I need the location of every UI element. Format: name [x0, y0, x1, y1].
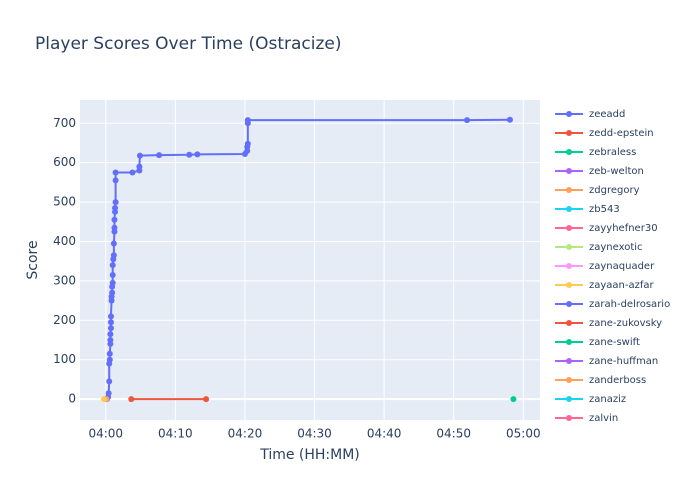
legend-marker	[566, 206, 572, 212]
data-point	[110, 240, 117, 247]
y-axis-label: Score	[25, 240, 41, 279]
data-point	[106, 356, 113, 363]
legend-label: zdgregory	[589, 185, 640, 196]
data-point	[244, 117, 251, 124]
data-point	[136, 152, 143, 159]
data-point	[112, 199, 119, 206]
data-point	[106, 350, 113, 357]
data-point	[112, 169, 119, 176]
data-point	[186, 151, 193, 158]
legend-label: zanaziz	[589, 394, 626, 405]
data-point	[111, 224, 118, 231]
plot-area	[80, 100, 540, 420]
y-tick-label: 500	[53, 195, 76, 209]
y-tick-label: 200	[53, 313, 76, 327]
legend-marker	[566, 130, 572, 136]
x-tick-label: 04:40	[367, 427, 402, 441]
x-tick-label: 04:10	[158, 427, 193, 441]
data-point	[194, 151, 201, 158]
legend-label: zane-zukovsky	[589, 318, 662, 329]
y-tick-label: 0	[68, 392, 76, 406]
data-point	[106, 378, 113, 385]
data-point	[110, 252, 117, 259]
y-tick-label: 400	[53, 234, 76, 248]
x-tick-label: 04:20	[228, 427, 263, 441]
legend-label: zane-huffman	[589, 356, 658, 367]
x-tick-label: 05:00	[506, 427, 541, 441]
x-tick-label: 04:30	[297, 427, 332, 441]
legend-label: zaynexotic	[589, 242, 643, 253]
legend-marker	[566, 244, 572, 250]
legend-label: zane-swift	[589, 337, 640, 348]
data-point	[109, 279, 116, 286]
data-point	[203, 396, 210, 403]
legend-label: zalvin	[589, 413, 618, 424]
data-point	[107, 331, 114, 338]
data-point	[107, 325, 114, 332]
legend-label: zaynaquader	[589, 261, 655, 272]
data-point	[112, 204, 119, 211]
data-point	[156, 152, 163, 159]
legend-label: zanderboss	[589, 375, 646, 386]
legend-marker	[566, 358, 572, 364]
legend-marker	[566, 168, 572, 174]
legend: zeeadd zedd-epstein zebraless zeb-welton zdg…	[555, 109, 670, 424]
y-tick-label: 100	[53, 352, 76, 366]
data-point	[111, 216, 118, 223]
data-point	[109, 271, 116, 278]
legend-marker	[566, 282, 572, 288]
x-axis-label: Time (HH:MM)	[259, 447, 360, 463]
legend-label: zarah-delrosario	[589, 299, 670, 310]
legend-label: zeeadd	[589, 109, 625, 120]
data-point	[105, 390, 112, 397]
data-point	[136, 163, 143, 170]
data-point	[109, 289, 116, 296]
data-point	[107, 337, 114, 343]
data-point	[464, 117, 471, 124]
legend-marker	[566, 111, 572, 117]
legend-marker	[566, 320, 572, 326]
legend-marker	[566, 377, 572, 383]
legend-marker	[566, 301, 572, 307]
data-point	[244, 140, 251, 147]
legend-marker	[566, 339, 572, 345]
data-point	[510, 396, 517, 403]
y-tick-label: 600	[53, 155, 76, 169]
legend-label: zayaan-azfar	[589, 280, 655, 291]
data-point	[107, 313, 114, 320]
legend-marker	[566, 187, 572, 193]
data-point	[129, 169, 136, 176]
legend-marker	[566, 149, 572, 155]
legend-label: zb543	[589, 204, 620, 215]
legend-label: zeb-welton	[589, 166, 644, 177]
legend-label: zayyhefner30	[589, 223, 658, 234]
legend-marker	[566, 415, 572, 421]
legend-marker	[566, 263, 572, 269]
x-tick-label: 04:00	[88, 427, 123, 441]
x-tick-label: 04:50	[436, 427, 471, 441]
chart-title: Player Scores Over Time (Ostracize)	[35, 34, 342, 54]
y-tick-label: 700	[53, 116, 76, 130]
data-point	[112, 177, 119, 184]
data-point	[109, 262, 116, 269]
legend-label: zebraless	[589, 147, 636, 158]
plot	[101, 116, 517, 403]
data-point	[506, 116, 513, 123]
y-tick-label: 300	[53, 273, 76, 287]
legend-marker	[566, 396, 572, 402]
data-point	[107, 319, 114, 326]
legend-label: zedd-epstein	[589, 128, 654, 139]
legend-marker	[566, 225, 572, 231]
data-point	[128, 396, 135, 403]
data-point	[101, 396, 108, 403]
